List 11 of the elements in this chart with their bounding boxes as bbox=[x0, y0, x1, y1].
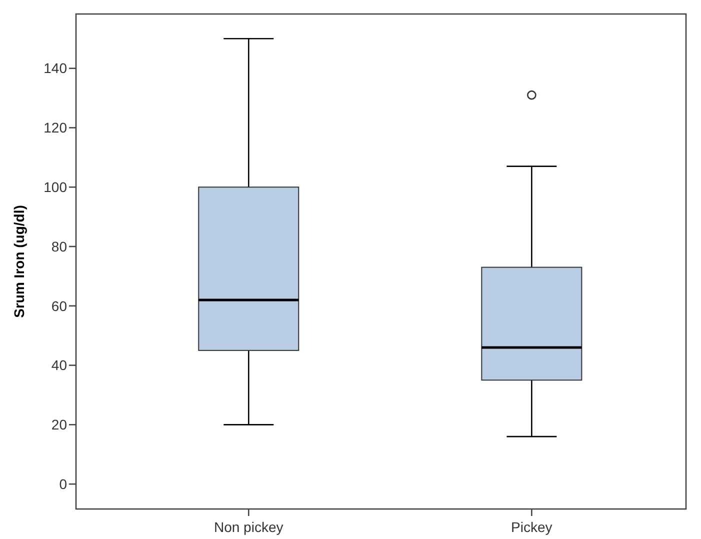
x-tick-label: Pickey bbox=[511, 519, 552, 535]
x-tick-label: Non pickey bbox=[214, 519, 284, 535]
y-tick-label: 20 bbox=[51, 416, 68, 433]
y-tick-label: 0 bbox=[59, 476, 68, 492]
y-tick-label: 100 bbox=[44, 179, 68, 196]
y-tick-label: 120 bbox=[44, 120, 68, 136]
y-tick-label: 40 bbox=[51, 357, 68, 374]
y-tick-label: 60 bbox=[51, 298, 68, 314]
y-tick-label: 80 bbox=[51, 238, 68, 254]
y-tick-label: 140 bbox=[44, 60, 68, 76]
y-axis-title: Srum Iron (ug/dl) bbox=[11, 205, 27, 318]
